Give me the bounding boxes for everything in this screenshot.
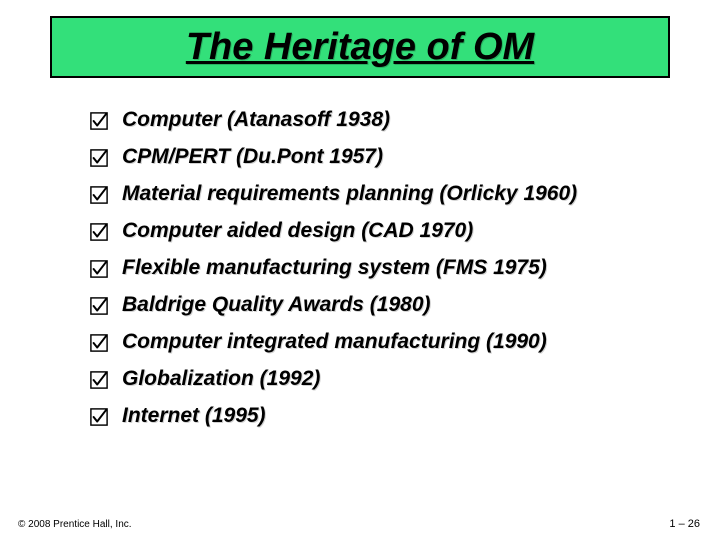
list-item-label: Computer aided design (CAD 1970) [122, 219, 473, 243]
list-item: Baldrige Quality Awards (1980) [90, 293, 680, 317]
list-item: Internet (1995) [90, 404, 680, 428]
list-item-label: Globalization (1992) [122, 367, 320, 391]
page-number: 1 – 26 [669, 518, 700, 530]
list-item-label: Internet (1995) [122, 404, 266, 428]
list-item: CPM/PERT (Du.Pont 1957) [90, 145, 680, 169]
slide-title: The Heritage of OM [186, 26, 534, 69]
list-item-label: Computer integrated manufacturing (1990) [122, 330, 547, 354]
title-box: The Heritage of OM [50, 16, 670, 78]
list-item-label: Flexible manufacturing system (FMS 1975) [122, 256, 547, 280]
checkbox-checked-icon [90, 112, 108, 130]
bullet-list: Computer (Atanasoff 1938) CPM/PERT (Du.P… [90, 108, 680, 441]
checkbox-checked-icon [90, 260, 108, 278]
list-item: Computer integrated manufacturing (1990) [90, 330, 680, 354]
list-item-label: CPM/PERT (Du.Pont 1957) [122, 145, 383, 169]
checkbox-checked-icon [90, 408, 108, 426]
list-item: Flexible manufacturing system (FMS 1975) [90, 256, 680, 280]
copyright-text: © 2008 Prentice Hall, Inc. [18, 519, 132, 530]
checkbox-checked-icon [90, 223, 108, 241]
list-item: Globalization (1992) [90, 367, 680, 391]
list-item: Computer (Atanasoff 1938) [90, 108, 680, 132]
checkbox-checked-icon [90, 149, 108, 167]
list-item-label: Baldrige Quality Awards (1980) [122, 293, 431, 317]
list-item-label: Computer (Atanasoff 1938) [122, 108, 390, 132]
checkbox-checked-icon [90, 297, 108, 315]
checkbox-checked-icon [90, 334, 108, 352]
checkbox-checked-icon [90, 371, 108, 389]
list-item: Computer aided design (CAD 1970) [90, 219, 680, 243]
list-item-label: Material requirements planning (Orlicky … [122, 182, 577, 206]
checkbox-checked-icon [90, 186, 108, 204]
list-item: Material requirements planning (Orlicky … [90, 182, 680, 206]
